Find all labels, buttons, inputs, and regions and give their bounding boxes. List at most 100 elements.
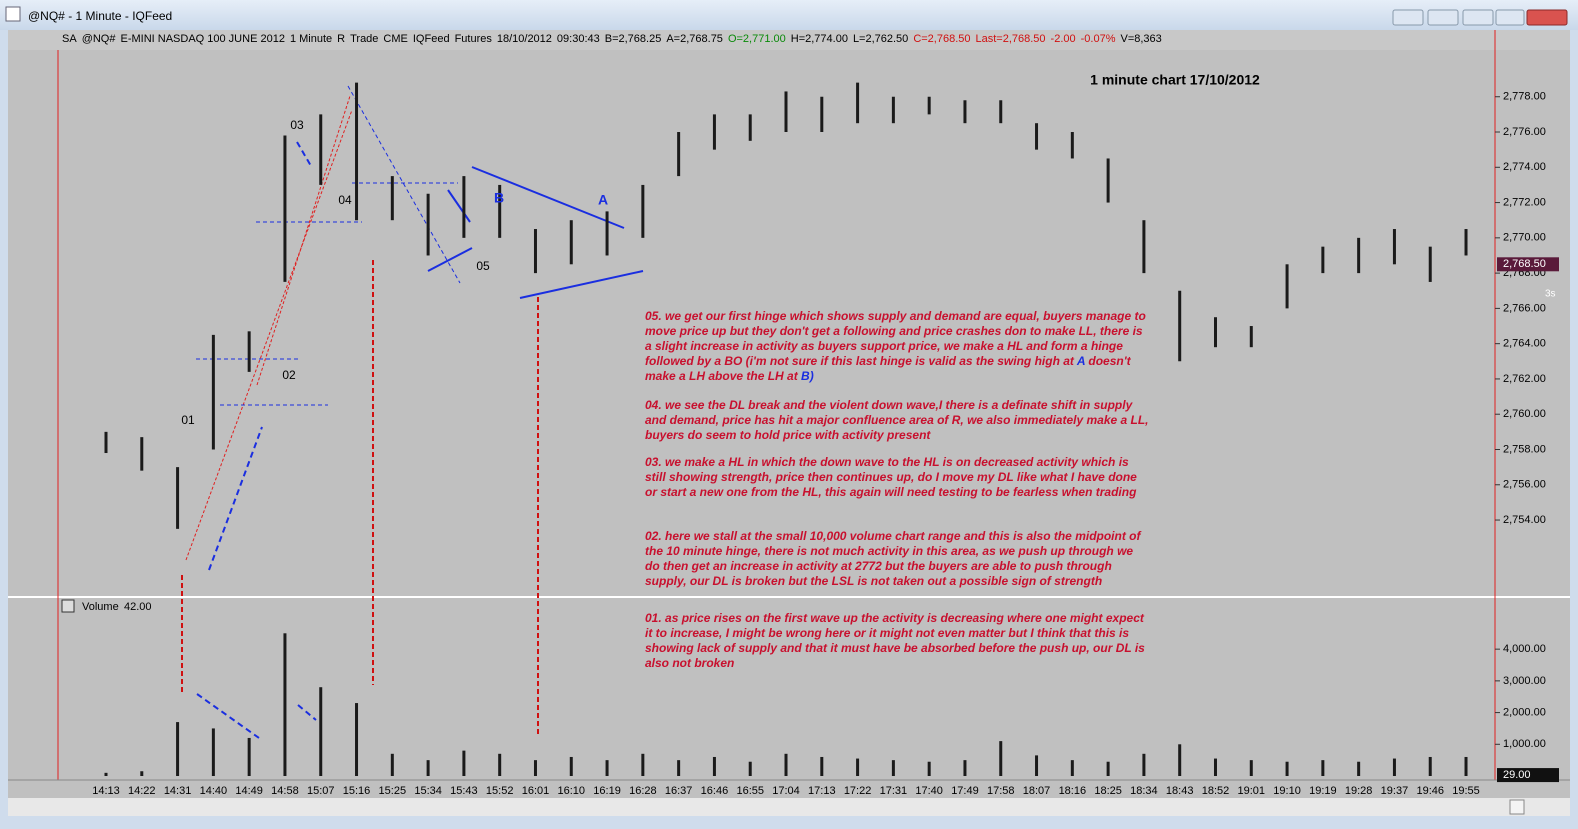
window-buttons[interactable]	[1392, 9, 1568, 26]
countdown: 3s	[1545, 289, 1556, 300]
x-tick-label: 14:49	[235, 785, 263, 797]
y-tick-label: 2,754.00	[1503, 514, 1546, 526]
volume-bar	[211, 728, 215, 776]
x-tick-label: 16:37	[665, 785, 693, 797]
y-tick-label: 2,770.00	[1503, 232, 1546, 244]
y-tick-label: 2,756.00	[1503, 479, 1546, 491]
note: 04. we see the DL break and the violent …	[645, 398, 1150, 443]
note-text: we make a HL in which the down wave to t…	[645, 455, 1137, 499]
note-text: as price rises on the first wave up the …	[645, 611, 1145, 670]
volume-bar	[104, 772, 108, 776]
volume-bar	[390, 753, 394, 776]
y-tick-label: 2,764.00	[1503, 338, 1546, 350]
x-tick-label: 17:13	[808, 785, 836, 797]
note-label: 03.	[645, 455, 662, 469]
toolbar-field: CME	[383, 33, 408, 45]
note-label: 04.	[645, 398, 662, 412]
wave-label: B	[494, 190, 504, 206]
x-tick-label: 17:22	[844, 785, 872, 797]
close-button[interactable]	[1526, 9, 1568, 26]
volume-header: Volume	[82, 601, 119, 613]
minimize-button[interactable]	[1462, 9, 1494, 26]
last-value-tag	[1497, 768, 1559, 783]
y-tick-label: 3,000.00	[1503, 675, 1546, 687]
y-tick-label: 2,774.00	[1503, 161, 1546, 173]
x-tick-label: 19:55	[1452, 785, 1480, 797]
volume-bar	[1392, 758, 1396, 776]
x-tick-label: 16:46	[701, 785, 729, 797]
maximize-button[interactable]	[1495, 9, 1525, 26]
volume-bar	[319, 687, 323, 776]
toolbar-field: L=2,762.50	[852, 33, 909, 45]
x-tick-label: 17:04	[772, 785, 800, 797]
y-tick-label: 2,760.00	[1503, 408, 1546, 420]
volume-bar	[1142, 753, 1146, 776]
volume-bar	[1357, 761, 1361, 776]
toolbar-field: IQFeed	[412, 33, 450, 45]
volume-bar	[927, 761, 931, 776]
title-bar	[0, 0, 1578, 30]
triangle-bottom	[519, 270, 644, 299]
dashed-trend	[208, 426, 263, 571]
x-tick-label: 18:43	[1166, 785, 1194, 797]
scroll-thumb[interactable]	[1509, 799, 1525, 815]
x-tick-label: 16:28	[629, 785, 657, 797]
volume-bar	[140, 771, 144, 776]
wave-label: 02	[282, 368, 296, 382]
x-tick-label: 17:40	[915, 785, 943, 797]
toolbar-field: E-MINI NASDAQ 100 JUNE 2012	[120, 33, 285, 45]
red-trend	[256, 95, 351, 386]
x-tick-label: 14:31	[164, 785, 192, 797]
toolbar-field: A=2,768.75	[666, 33, 723, 45]
toolbar-field: B=2,768.25	[604, 33, 662, 45]
x-tick-label: 18:34	[1130, 785, 1158, 797]
y-tick-label: 2,772.00	[1503, 196, 1546, 208]
x-tick-label: 17:58	[987, 785, 1015, 797]
scrollbar[interactable]	[8, 798, 1570, 816]
note-text: A	[1076, 354, 1086, 368]
x-tick-label: 18:16	[1059, 785, 1087, 797]
note: 03. we make a HL in which the down wave …	[645, 455, 1150, 500]
volume-bar	[891, 760, 895, 776]
x-tick-label: 18:07	[1023, 785, 1051, 797]
volume-bar	[677, 760, 681, 776]
note: 02. here we stall at the small 10,000 vo…	[645, 529, 1150, 589]
volume-bar	[856, 758, 860, 776]
x-tick-label: 18:52	[1202, 785, 1230, 797]
note-text: doesn't make a LH above the LH at	[645, 354, 1131, 383]
volume-bar	[1285, 761, 1289, 776]
window-title: @NQ# - 1 Minute - IQFeed	[28, 9, 172, 23]
x-tick-label: 14:13	[92, 785, 120, 797]
drawings	[181, 85, 644, 739]
x-tick-label: 19:10	[1273, 785, 1301, 797]
note-label: 02.	[645, 529, 662, 543]
nav-button[interactable]	[1392, 9, 1424, 26]
y-tick-label: 2,762.00	[1503, 373, 1546, 385]
volume-bar	[498, 753, 502, 776]
note-text: we get our first hinge which shows suppl…	[645, 309, 1146, 368]
layout-button[interactable]	[1427, 9, 1459, 26]
note-text: here we stall at the small 10,000 volume…	[645, 529, 1141, 588]
wave-label: 03	[290, 118, 304, 132]
volume-bar	[462, 750, 466, 776]
volume-bar	[426, 760, 430, 776]
volume-bar	[784, 753, 788, 776]
toolbar-field: 1 Minute	[289, 33, 333, 45]
toolbar-field: 18/10/2012	[496, 33, 552, 45]
volume-close-box[interactable]	[61, 599, 75, 613]
chart-area	[8, 30, 1570, 816]
blue-dl	[347, 85, 461, 284]
last-value-label: 2,768.50	[1503, 258, 1546, 270]
y-tick-label: 2,766.00	[1503, 302, 1546, 314]
x-tick-label: 16:19	[593, 785, 621, 797]
x-tick-label: 15:07	[307, 785, 335, 797]
x-tick-label: 17:49	[951, 785, 979, 797]
toolbar: SA @NQ# E-MINI NASDAQ 100 JUNE 2012 1 Minut…	[62, 33, 1167, 49]
x-tick-label: 15:52	[486, 785, 514, 797]
x-tick-label: 15:34	[414, 785, 442, 797]
app-icon	[5, 6, 21, 22]
x-tick-label: 17:31	[880, 785, 908, 797]
volume-bar	[283, 633, 287, 776]
x-tick-label: 19:01	[1238, 785, 1266, 797]
